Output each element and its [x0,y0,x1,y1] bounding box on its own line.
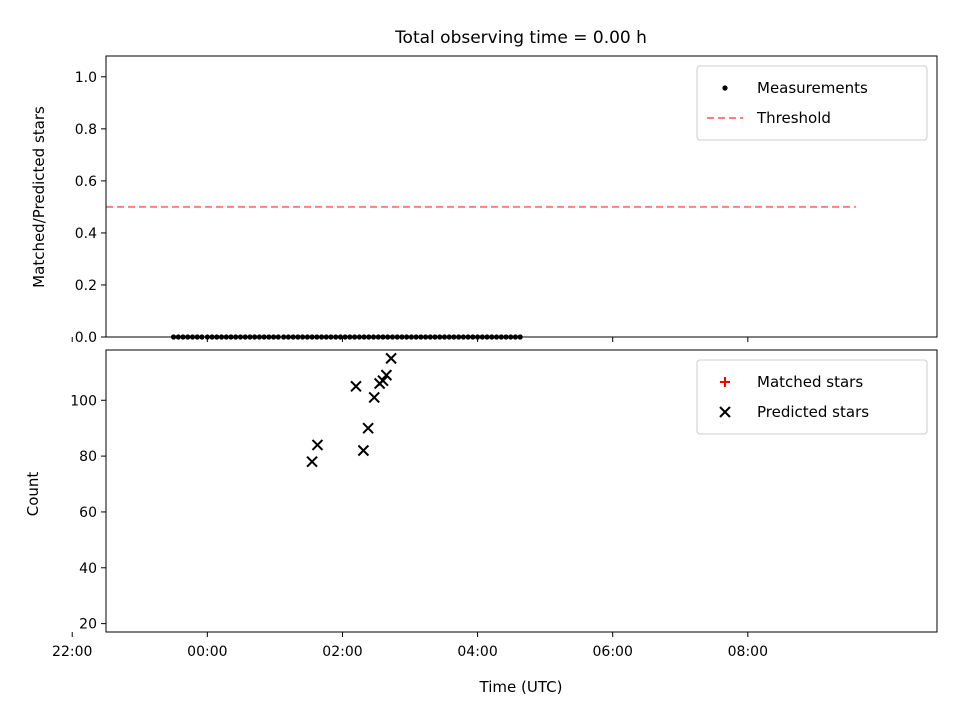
top-legend-label: Measurements [757,79,868,97]
bottom-x-ticks: 22:00 00:00 02:00 04:00 06:00 08:00 [52,632,768,660]
top-y-tick-label: 0.2 [75,278,97,294]
top-y-tick-label: 1.0 [75,70,97,86]
top-legend-label: Threshold [756,109,831,127]
bottom-legend-label: Predicted stars [757,403,869,421]
predicted-star-marker [311,439,324,451]
top-y-tick-label: 0.0 [75,330,97,346]
predicted-star-marker [362,422,374,434]
chart-title: Total observing time = 0.00 h [394,28,647,48]
bottom-legend-handle [720,377,730,387]
bottom-legend-label: Matched stars [757,373,863,391]
top-legend-handle [722,85,728,91]
predicted-star-marker [357,444,370,457]
bottom-legend-handle [719,406,731,418]
bottom-legend: Matched stars Predicted stars [696,359,928,435]
top-axes-frame [105,55,938,338]
top-y-axis-label: Matched/Predicted stars [30,106,48,288]
bottom-x-tick-label: 06:00 [593,644,633,660]
top-y-ticks: 0.0 0.2 0.4 0.6 0.8 1.0 [75,70,106,346]
bottom-x-tick-label: 00:00 [187,644,227,660]
x-axis-label: Time (UTC) [479,678,563,696]
top-legend-box [696,65,928,141]
bottom-plot-area [306,352,397,468]
bottom-y-tick-label: 100 [70,393,97,409]
top-legend: Measurements Threshold [696,65,928,141]
bottom-y-tick-label: 80 [79,449,97,465]
bottom-y-ticks: 20 40 60 80 100 [70,393,106,633]
bottom-legend-box [696,359,928,435]
bottom-y-tick-label: 20 [79,617,97,633]
bottom-y-axis-label: Count [24,472,42,517]
predicted-star-marker [377,375,389,387]
bottom-y-tick-label: 60 [79,505,97,521]
top-x-ticks [71,337,749,342]
predicted-star-marker [368,391,380,404]
predicted-star-marker [380,369,393,381]
top-y-tick-label: 0.6 [75,174,97,190]
bottom-x-tick-label: 04:00 [457,644,497,660]
bottom-x-tick-label: 08:00 [728,644,768,660]
predicted-star-marker [385,352,397,365]
bottom-x-tick-label: 22:00 [52,644,92,660]
bottom-x-tick-label: 02:00 [322,644,362,660]
bottom-axes: 20 40 60 80 100 22:00 00:00 02:00 04:00 06:00 08:… [24,349,938,696]
top-y-tick-label: 0.8 [75,122,97,138]
top-axes: 0.0 0.2 0.4 0.6 0.8 1.0 Total observing time … [30,28,938,346]
bottom-axes-frame [105,349,938,633]
bottom-y-tick-label: 40 [79,561,97,577]
top-y-tick-label: 0.4 [75,226,97,242]
predicted-star-marker [306,455,318,468]
predicted-star-marker [350,380,362,393]
